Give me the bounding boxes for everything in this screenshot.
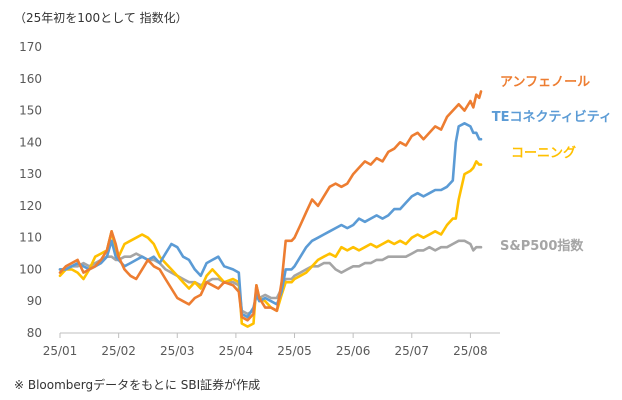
x-tick-label: 25/02 <box>101 344 136 358</box>
y-tick-label: 100 <box>19 262 42 276</box>
series-label: コーニング <box>511 145 576 161</box>
x-tick-label: 25/06 <box>336 344 371 358</box>
y-tick-label: 80 <box>27 326 42 340</box>
series-lines <box>58 90 483 328</box>
y-axis: 80 90 100 110 120 130 140 150 160 170 <box>19 40 42 340</box>
y-tick-label: 140 <box>19 135 42 149</box>
y-tick-label: 110 <box>19 231 42 245</box>
x-axis: 25/01 25/02 25/03 25/04 25/05 25/06 25/07 25/08 <box>43 332 500 358</box>
y-tick-label: 150 <box>19 104 42 118</box>
x-tick-label: 25/07 <box>394 344 429 358</box>
series-label: TEコネクティビティ <box>492 109 612 125</box>
y-tick-label: 160 <box>19 72 42 86</box>
y-tick-label: 170 <box>19 40 42 54</box>
source-note: ※ Bloombergデータをもとに SBI証券が作成 <box>14 377 260 392</box>
series-label: S&P500指数 <box>500 238 584 254</box>
series-line <box>58 122 483 319</box>
x-tick-label: 25/05 <box>277 344 312 358</box>
x-tick-label: 25/08 <box>453 344 488 358</box>
x-tick-label: 25/01 <box>43 344 78 358</box>
series-line <box>58 239 483 316</box>
y-tick-label: 120 <box>19 199 42 213</box>
x-tick-label: 25/04 <box>219 344 254 358</box>
y-tick-label: 130 <box>19 167 42 181</box>
y-tick-label: 90 <box>27 294 42 308</box>
chart-subtitle: （25年初を100として 指数化） <box>14 10 188 25</box>
x-tick-label: 25/03 <box>160 344 195 358</box>
series-label: アンフェノール <box>500 75 590 90</box>
series-line <box>58 90 483 322</box>
